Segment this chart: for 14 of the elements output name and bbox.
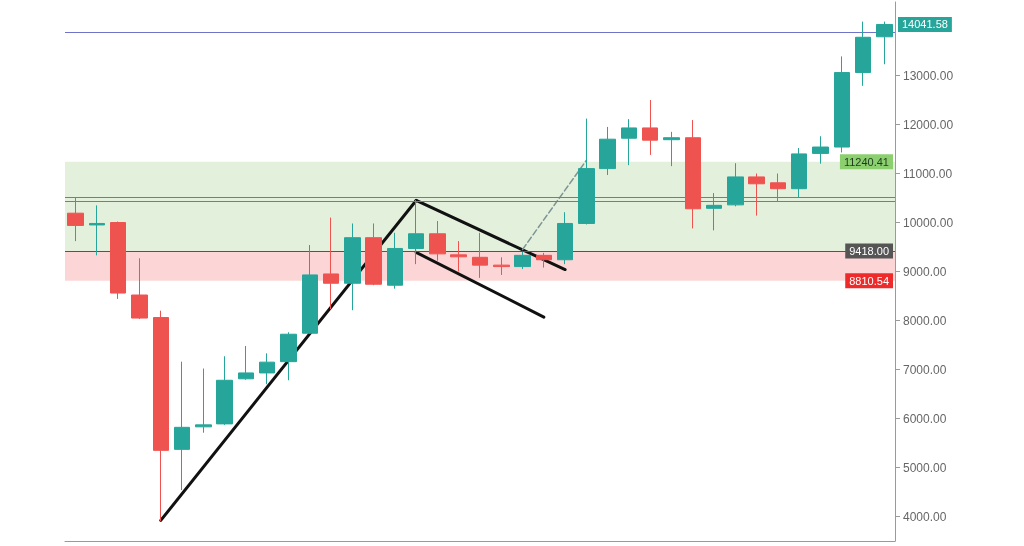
y-tick-label: 11000.00 (903, 166, 953, 181)
y-tick-label: 4000.00 (903, 509, 947, 524)
y-tick-label: 5000.00 (903, 460, 947, 475)
ref-line-label: 9418.00 (849, 245, 889, 258)
y-tick-label: 13000.00 (903, 68, 954, 83)
band-label: 8810.54 (849, 274, 889, 287)
y-tick-label: 6000.00 (903, 411, 947, 426)
y-tick-label: 12000.00 (903, 117, 954, 132)
y-tick-label: 7000.00 (903, 362, 947, 377)
text: 14041.58 (902, 18, 948, 31)
band-label: 11240.41 (843, 155, 889, 168)
y-tick-label: 10000.00 (903, 215, 954, 230)
y-tick-label: 9000.00 (903, 264, 947, 279)
y-tick-label: 8000.00 (903, 313, 947, 328)
